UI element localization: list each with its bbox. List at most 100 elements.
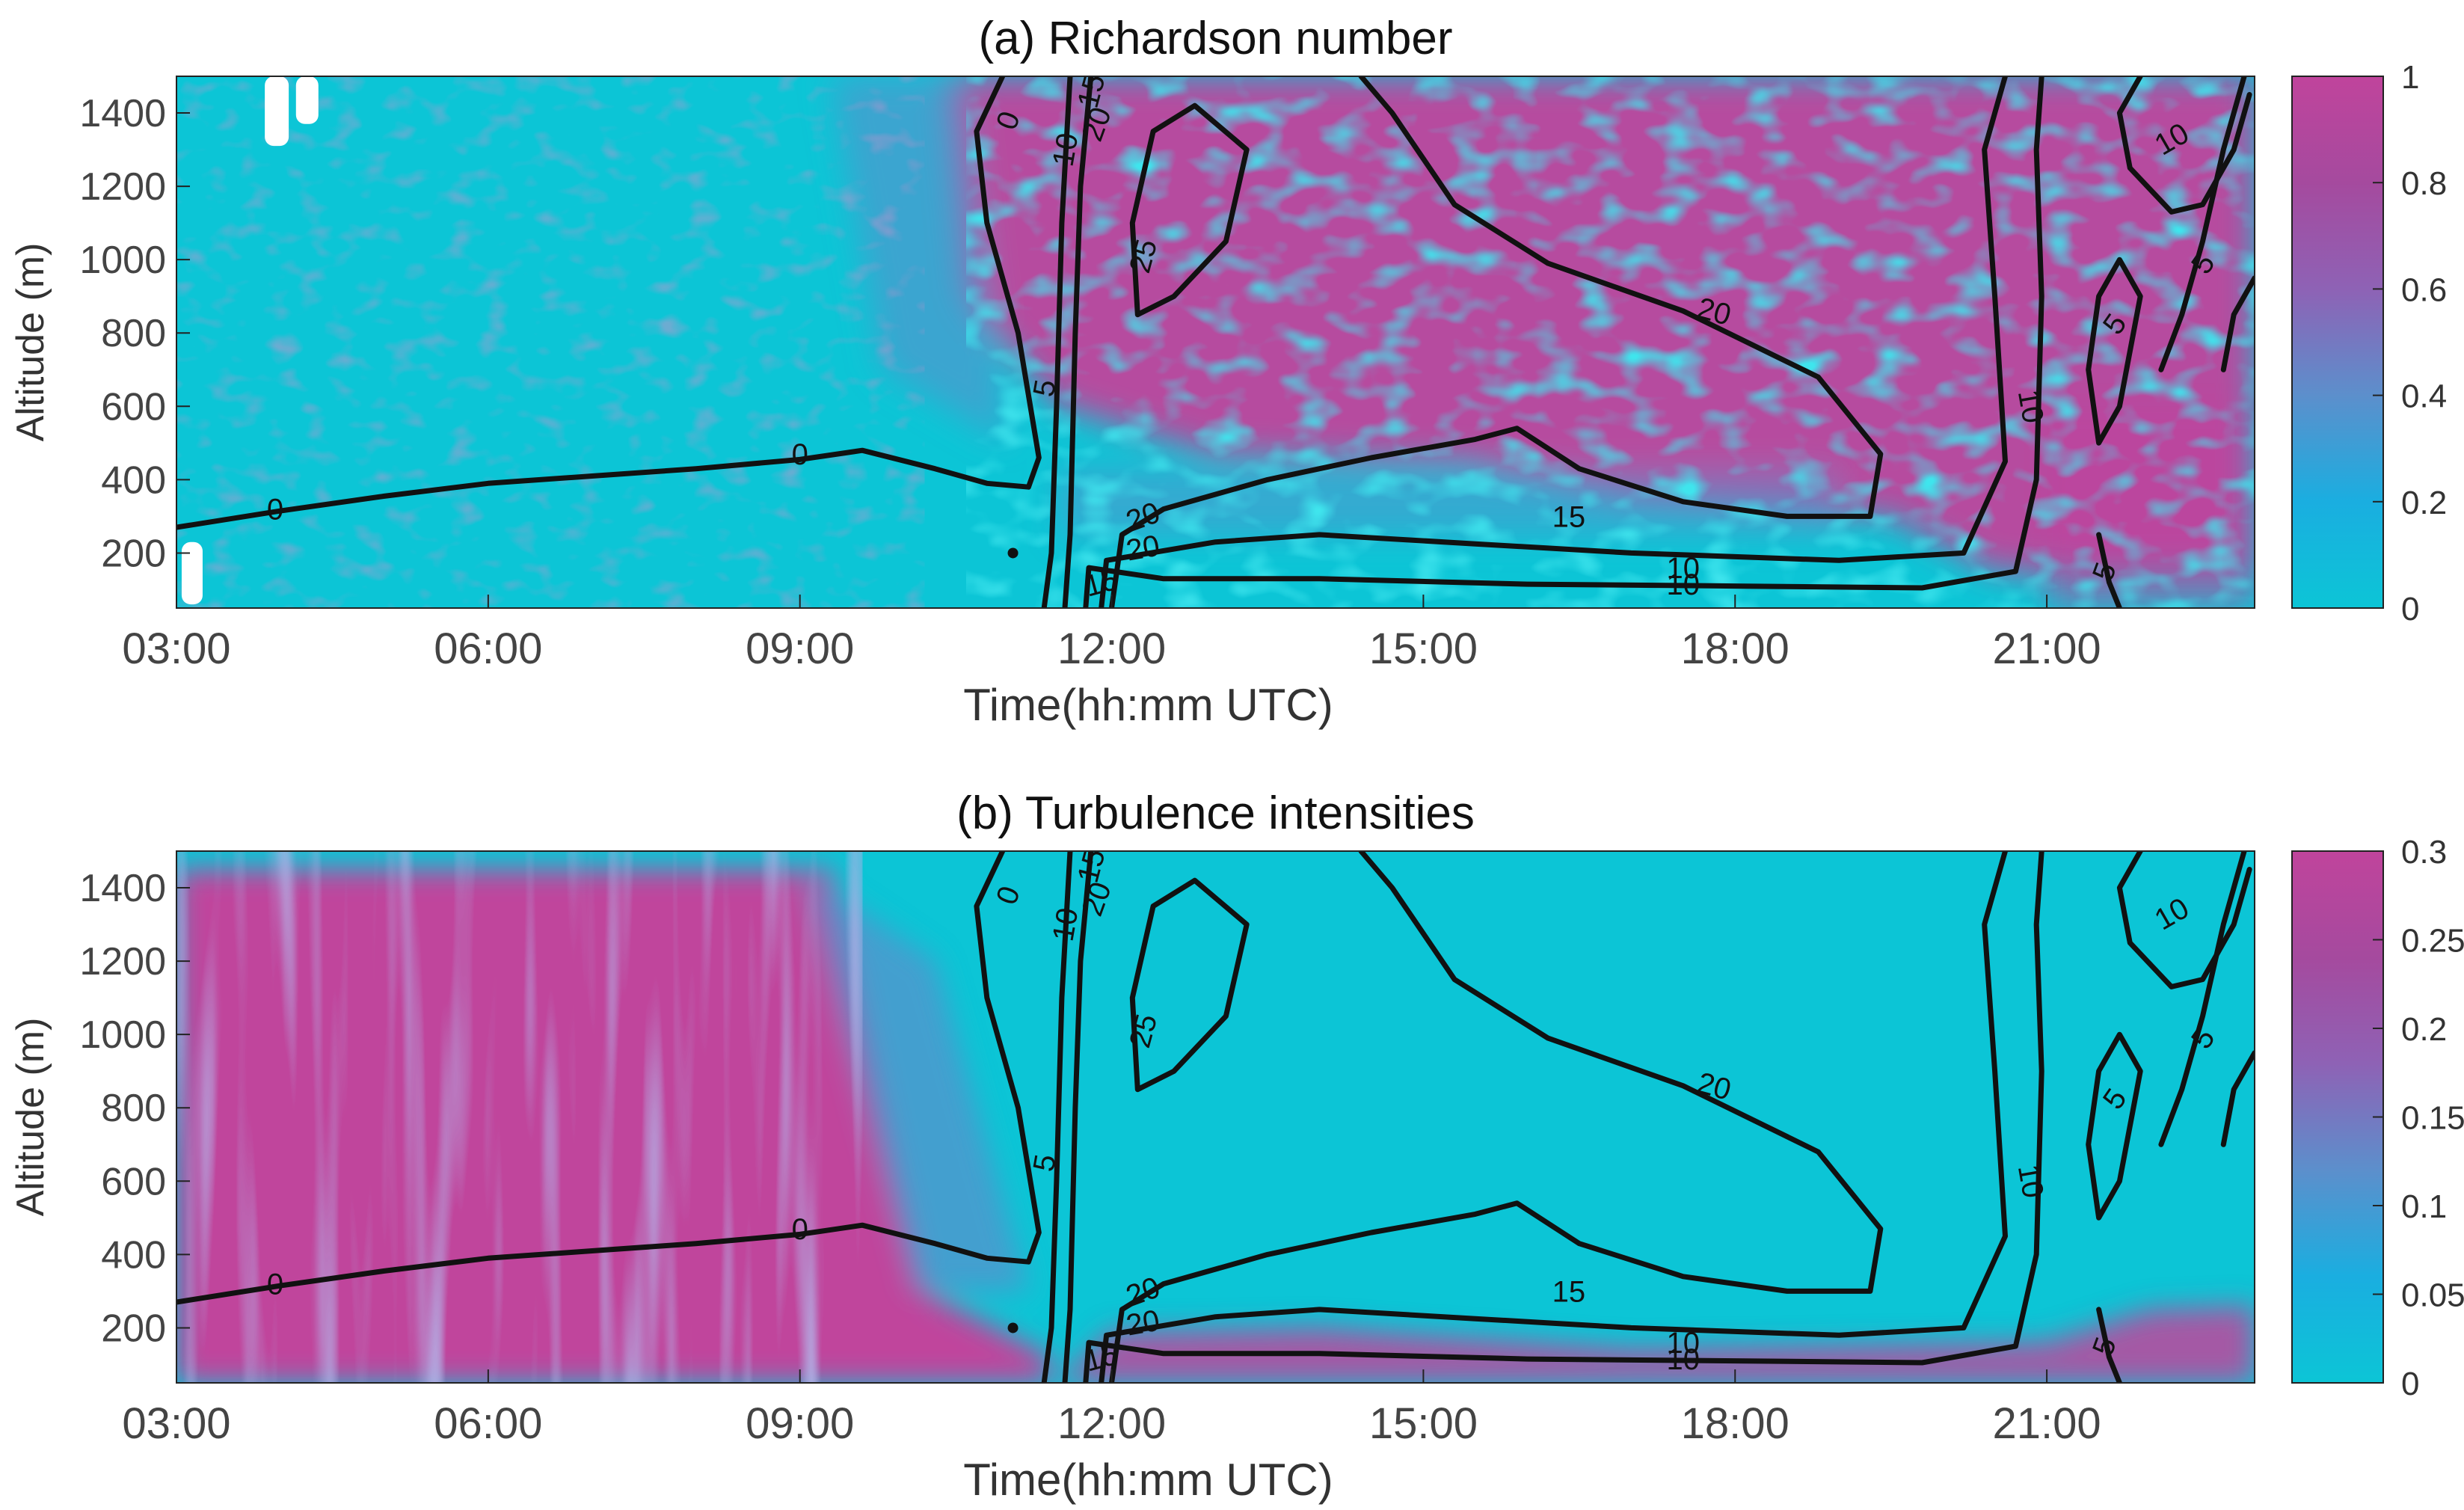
contour-label-b-1: 0: [792, 1213, 808, 1246]
y-tick-label-b-1: 400: [101, 1233, 166, 1277]
contour-label-b-11: 10: [1667, 1327, 1700, 1360]
y-tick-label-b-3: 800: [101, 1087, 166, 1130]
heatmap-field-a: [176, 76, 2255, 608]
y-tick-label-a-2: 600: [101, 385, 166, 429]
plot-frame-a: [176, 76, 2255, 609]
x-tick-label-b-0: 03:00: [122, 1399, 230, 1448]
contour-label-a-12: 10: [1667, 568, 1700, 601]
colorbar-tick-a-3: 0.6: [2401, 271, 2447, 308]
contour-dot-a: [1007, 547, 1019, 559]
x-tick-label-b-4: 15:00: [1369, 1399, 1478, 1448]
contour-label-a-14: 20: [1124, 530, 1162, 568]
contour-line-a-6: [1129, 102, 1250, 318]
contour-label-b-4: 10: [1046, 906, 1084, 944]
y-axis-label-a: Altitude (m): [9, 243, 52, 442]
contour-label-a-4: 10: [1046, 131, 1084, 169]
contour-line-a-0: [176, 76, 1042, 530]
contour-dot-b: [1007, 1322, 1019, 1333]
contour-line-a-7: [2096, 532, 2122, 608]
y-tick-label-b-0: 200: [101, 1307, 166, 1350]
contours-b: [176, 851, 2255, 1383]
colorbar-tick-b-1: 0.05: [2401, 1277, 2464, 1314]
x-tick-label-b-1: 06:00: [434, 1399, 542, 1448]
contour-label-a-0: 0: [267, 494, 283, 527]
x-tick-label-b-5: 18:00: [1681, 1399, 1789, 1448]
contour-label-a-1: 0: [792, 438, 808, 471]
contour-line-b-7: [2096, 1307, 2122, 1383]
colorbar-tick-a-5: 1: [2401, 59, 2419, 96]
contour-line-a-2: [1062, 76, 1094, 608]
y-tick-label-b-2: 600: [101, 1160, 166, 1203]
contour-line-a-9: [2158, 76, 2247, 372]
x-tick-label-b-2: 09:00: [746, 1399, 854, 1448]
x-tick-label-a-6: 21:00: [1993, 624, 2101, 673]
plot-frame-b: [176, 850, 2255, 1384]
colorbar-tick-b-3: 0.15: [2401, 1100, 2464, 1137]
contour-label-a-11: 10: [1667, 552, 1700, 585]
contour-line-b-4: [1099, 851, 2008, 1383]
heatmap-field-b: [176, 851, 2255, 1383]
contours-a: [176, 76, 2255, 608]
chart-title-b: (b) Turbulence intensities: [956, 788, 1475, 839]
contour-line-a-1: [1041, 76, 1073, 608]
x-tick-label-a-5: 18:00: [1681, 624, 1789, 673]
colorbar-tick-a-2: 0.4: [2401, 378, 2447, 415]
contour-line-a-10: [2116, 76, 2252, 215]
contour-line-b-1: [1041, 851, 1073, 1383]
x-tick-label-a-3: 12:00: [1057, 624, 1166, 673]
x-tick-label-a-0: 03:00: [122, 624, 230, 673]
y-tick-label-a-6: 1400: [79, 92, 166, 135]
y-tick-label-a-1: 400: [101, 458, 166, 502]
x-axis-label-b: Time(hh:mm UTC): [963, 1455, 1333, 1505]
contour-label-a-10: 15: [1552, 500, 1586, 533]
y-tick-label-a-5: 1200: [79, 165, 166, 209]
contour-line-a-8: [2086, 257, 2143, 446]
contour-line-b-11: [2220, 1050, 2255, 1147]
contour-label-a-15: 10: [2012, 387, 2050, 426]
colorbar-tick-b-5: 0.25: [2401, 923, 2464, 960]
colorbar-tick-b-6: 0.3: [2401, 834, 2447, 871]
contour-line-b-3: [1083, 851, 2044, 1383]
y-tick-label-a-3: 800: [101, 312, 166, 355]
contour-label-b-10: 15: [1552, 1275, 1586, 1308]
colorbar-a: [2291, 76, 2384, 609]
x-axis-label-a: Time(hh:mm UTC): [963, 680, 1333, 730]
contour-label-b-14: 20: [1124, 1304, 1162, 1342]
contour-line-a-5: [1109, 76, 1884, 608]
contour-line-b-2: [1062, 851, 1094, 1383]
colorbar-tick-b-0: 0: [2401, 1366, 2419, 1402]
x-tick-label-b-6: 21:00: [1993, 1399, 2101, 1448]
x-tick-label-a-4: 15:00: [1369, 624, 1478, 673]
contour-line-b-5: [1109, 851, 1884, 1383]
contour-label-b-0: 0: [267, 1268, 283, 1301]
y-tick-label-a-0: 200: [101, 532, 166, 575]
colorbar-tick-a-4: 0.8: [2401, 165, 2447, 202]
contour-line-b-8: [2086, 1031, 2143, 1221]
chart-title-a: (a) Richardson number: [978, 13, 1452, 64]
x-tick-label-b-3: 12:00: [1057, 1399, 1166, 1448]
x-tick-label-a-1: 06:00: [434, 624, 542, 673]
contour-line-b-6: [1129, 877, 1250, 1093]
colorbar-b: [2291, 850, 2384, 1384]
y-tick-label-b-4: 1000: [79, 1013, 166, 1057]
x-tick-label-a-2: 09:00: [746, 624, 854, 673]
colorbar-tick-a-1: 0.2: [2401, 485, 2447, 521]
y-tick-label-b-5: 1200: [79, 940, 166, 983]
colorbar-tick-b-4: 0.2: [2401, 1011, 2447, 1048]
y-axis-label-b: Altitude (m): [9, 1018, 52, 1217]
contour-line-a-4: [1099, 76, 2008, 608]
colorbar-tick-b-2: 0.1: [2401, 1188, 2447, 1225]
contour-line-b-9: [2158, 851, 2247, 1147]
y-tick-label-a-4: 1000: [79, 239, 166, 282]
contour-label-b-15: 10: [2012, 1162, 2050, 1200]
contour-label-b-12: 10: [1667, 1343, 1700, 1376]
y-tick-label-b-6: 1400: [79, 867, 166, 910]
contour-line-a-3: [1083, 76, 2044, 608]
colorbar-tick-a-0: 0: [2401, 591, 2419, 627]
contour-line-a-11: [2220, 275, 2255, 372]
panel-b: (b) Turbulence intensities00051015202520…: [9, 788, 2464, 1505]
contour-line-b-0: [176, 851, 1042, 1305]
contour-line-b-10: [2116, 851, 2252, 989]
